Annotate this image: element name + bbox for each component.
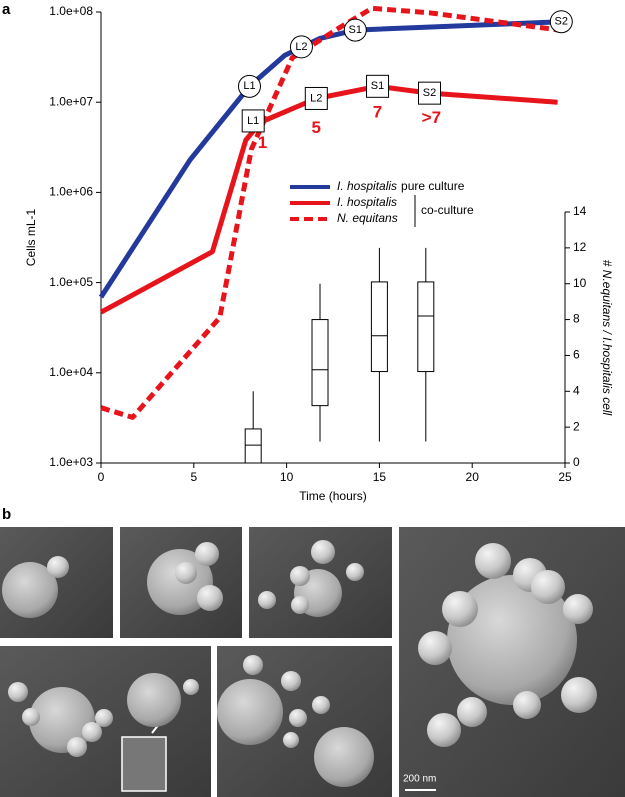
series-line — [100, 5, 560, 420]
box — [244, 428, 262, 464]
scale-bar-label: 200 nm — [403, 774, 436, 785]
annotation: S1 — [349, 24, 362, 36]
cell — [281, 671, 301, 691]
panel-label: b — [2, 506, 11, 523]
cell — [82, 722, 102, 742]
annotation-square — [304, 86, 328, 110]
cell — [289, 709, 307, 727]
annotation: >7 — [422, 108, 441, 127]
annotation-circle — [549, 10, 573, 34]
annotation: 1 — [258, 133, 267, 152]
cell — [442, 591, 478, 627]
y2-tick-label: 4 — [573, 383, 580, 397]
annotation: L2 — [310, 92, 322, 104]
y2-tick-label: 6 — [573, 348, 580, 362]
y2-tick-label: 8 — [573, 312, 580, 326]
y-tick-label: 1.0e+07 — [49, 94, 93, 108]
box — [417, 281, 435, 373]
x-tick-label: 0 — [98, 470, 105, 484]
y2-tick-label: 10 — [573, 276, 587, 290]
annotation: L1 — [247, 115, 259, 127]
cell — [183, 679, 199, 695]
y2-tick-label: 0 — [573, 455, 580, 469]
cell — [29, 687, 95, 753]
y-tick-label: 1.0e+03 — [49, 455, 93, 469]
y2-tick-label: 14 — [573, 204, 587, 218]
x-tick-label: 5 — [190, 470, 197, 484]
legend-label: I. hospitalis — [337, 195, 397, 209]
x-axis-title: Time (hours) — [299, 489, 367, 503]
annotation-circle — [289, 35, 313, 59]
cell — [561, 677, 597, 713]
legend-note: pure culture — [401, 179, 465, 193]
box — [311, 319, 329, 407]
panel-label: a — [2, 1, 11, 18]
plot: 1.0e+03 1.0e+04 1.0e+05 1.0e+06 1.0e+07 1.0e+… — [24, 4, 614, 503]
x-tick-label: 25 — [558, 470, 572, 484]
annotation: L1 — [243, 80, 255, 92]
cell — [427, 713, 461, 747]
cell — [127, 673, 181, 727]
y-tick-label: 1.0e+04 — [49, 365, 93, 379]
legend-label: N. equitans — [337, 211, 398, 225]
cell — [290, 566, 310, 586]
y-tick-label: 1.0e+05 — [49, 275, 93, 289]
cell — [95, 709, 113, 727]
annotation-circle — [237, 74, 261, 98]
series-line — [99, 83, 558, 315]
y-axis-title: Cells mL-1 — [24, 209, 38, 267]
x-tick-label: 15 — [373, 470, 387, 484]
cell — [22, 708, 40, 726]
cell — [8, 682, 28, 702]
y-tick-label: 1.0e+06 — [49, 185, 93, 199]
cell — [175, 562, 197, 584]
annotation-circle — [343, 18, 367, 42]
cell — [475, 543, 511, 579]
annotation-square — [241, 109, 265, 133]
annotation-square — [418, 81, 442, 105]
cell — [67, 737, 87, 757]
micrographs: 200 nm — [0, 527, 625, 797]
cell — [311, 540, 335, 564]
x-tick-label: 20 — [466, 470, 480, 484]
cell — [283, 732, 299, 748]
annotation: S1 — [371, 80, 384, 92]
x-tick-label: 10 — [280, 470, 294, 484]
annotation: L2 — [295, 41, 307, 53]
legend-label: I. hospitalis — [337, 179, 397, 193]
legend-note: co-culture — [421, 203, 474, 217]
cell — [513, 691, 541, 719]
y-tick-label: 1.0e+08 — [49, 4, 93, 18]
annotation-square — [366, 74, 390, 98]
cell — [563, 594, 593, 624]
cell — [2, 562, 58, 618]
annotation: 5 — [312, 118, 321, 137]
cell — [258, 591, 276, 609]
cell — [195, 542, 219, 566]
annotation: S2 — [423, 87, 436, 99]
cell — [291, 596, 309, 614]
cell — [346, 563, 364, 581]
annotation: S2 — [555, 16, 568, 28]
cell — [418, 631, 452, 665]
y2-tick-label: 2 — [573, 419, 580, 433]
series-line — [98, 19, 562, 299]
box — [370, 281, 388, 373]
cell — [217, 679, 283, 745]
cell — [314, 727, 374, 787]
cell — [447, 575, 577, 705]
cell — [47, 556, 69, 578]
cell — [531, 570, 565, 604]
cell — [197, 585, 223, 611]
cell — [243, 655, 263, 675]
cell — [312, 696, 330, 714]
cell — [457, 697, 487, 727]
y2-axis-title: # N.equitans / I.hospitalis cell — [600, 260, 614, 416]
inset — [121, 736, 167, 792]
annotation: 7 — [373, 102, 382, 121]
y2-tick-label: 12 — [573, 240, 587, 254]
